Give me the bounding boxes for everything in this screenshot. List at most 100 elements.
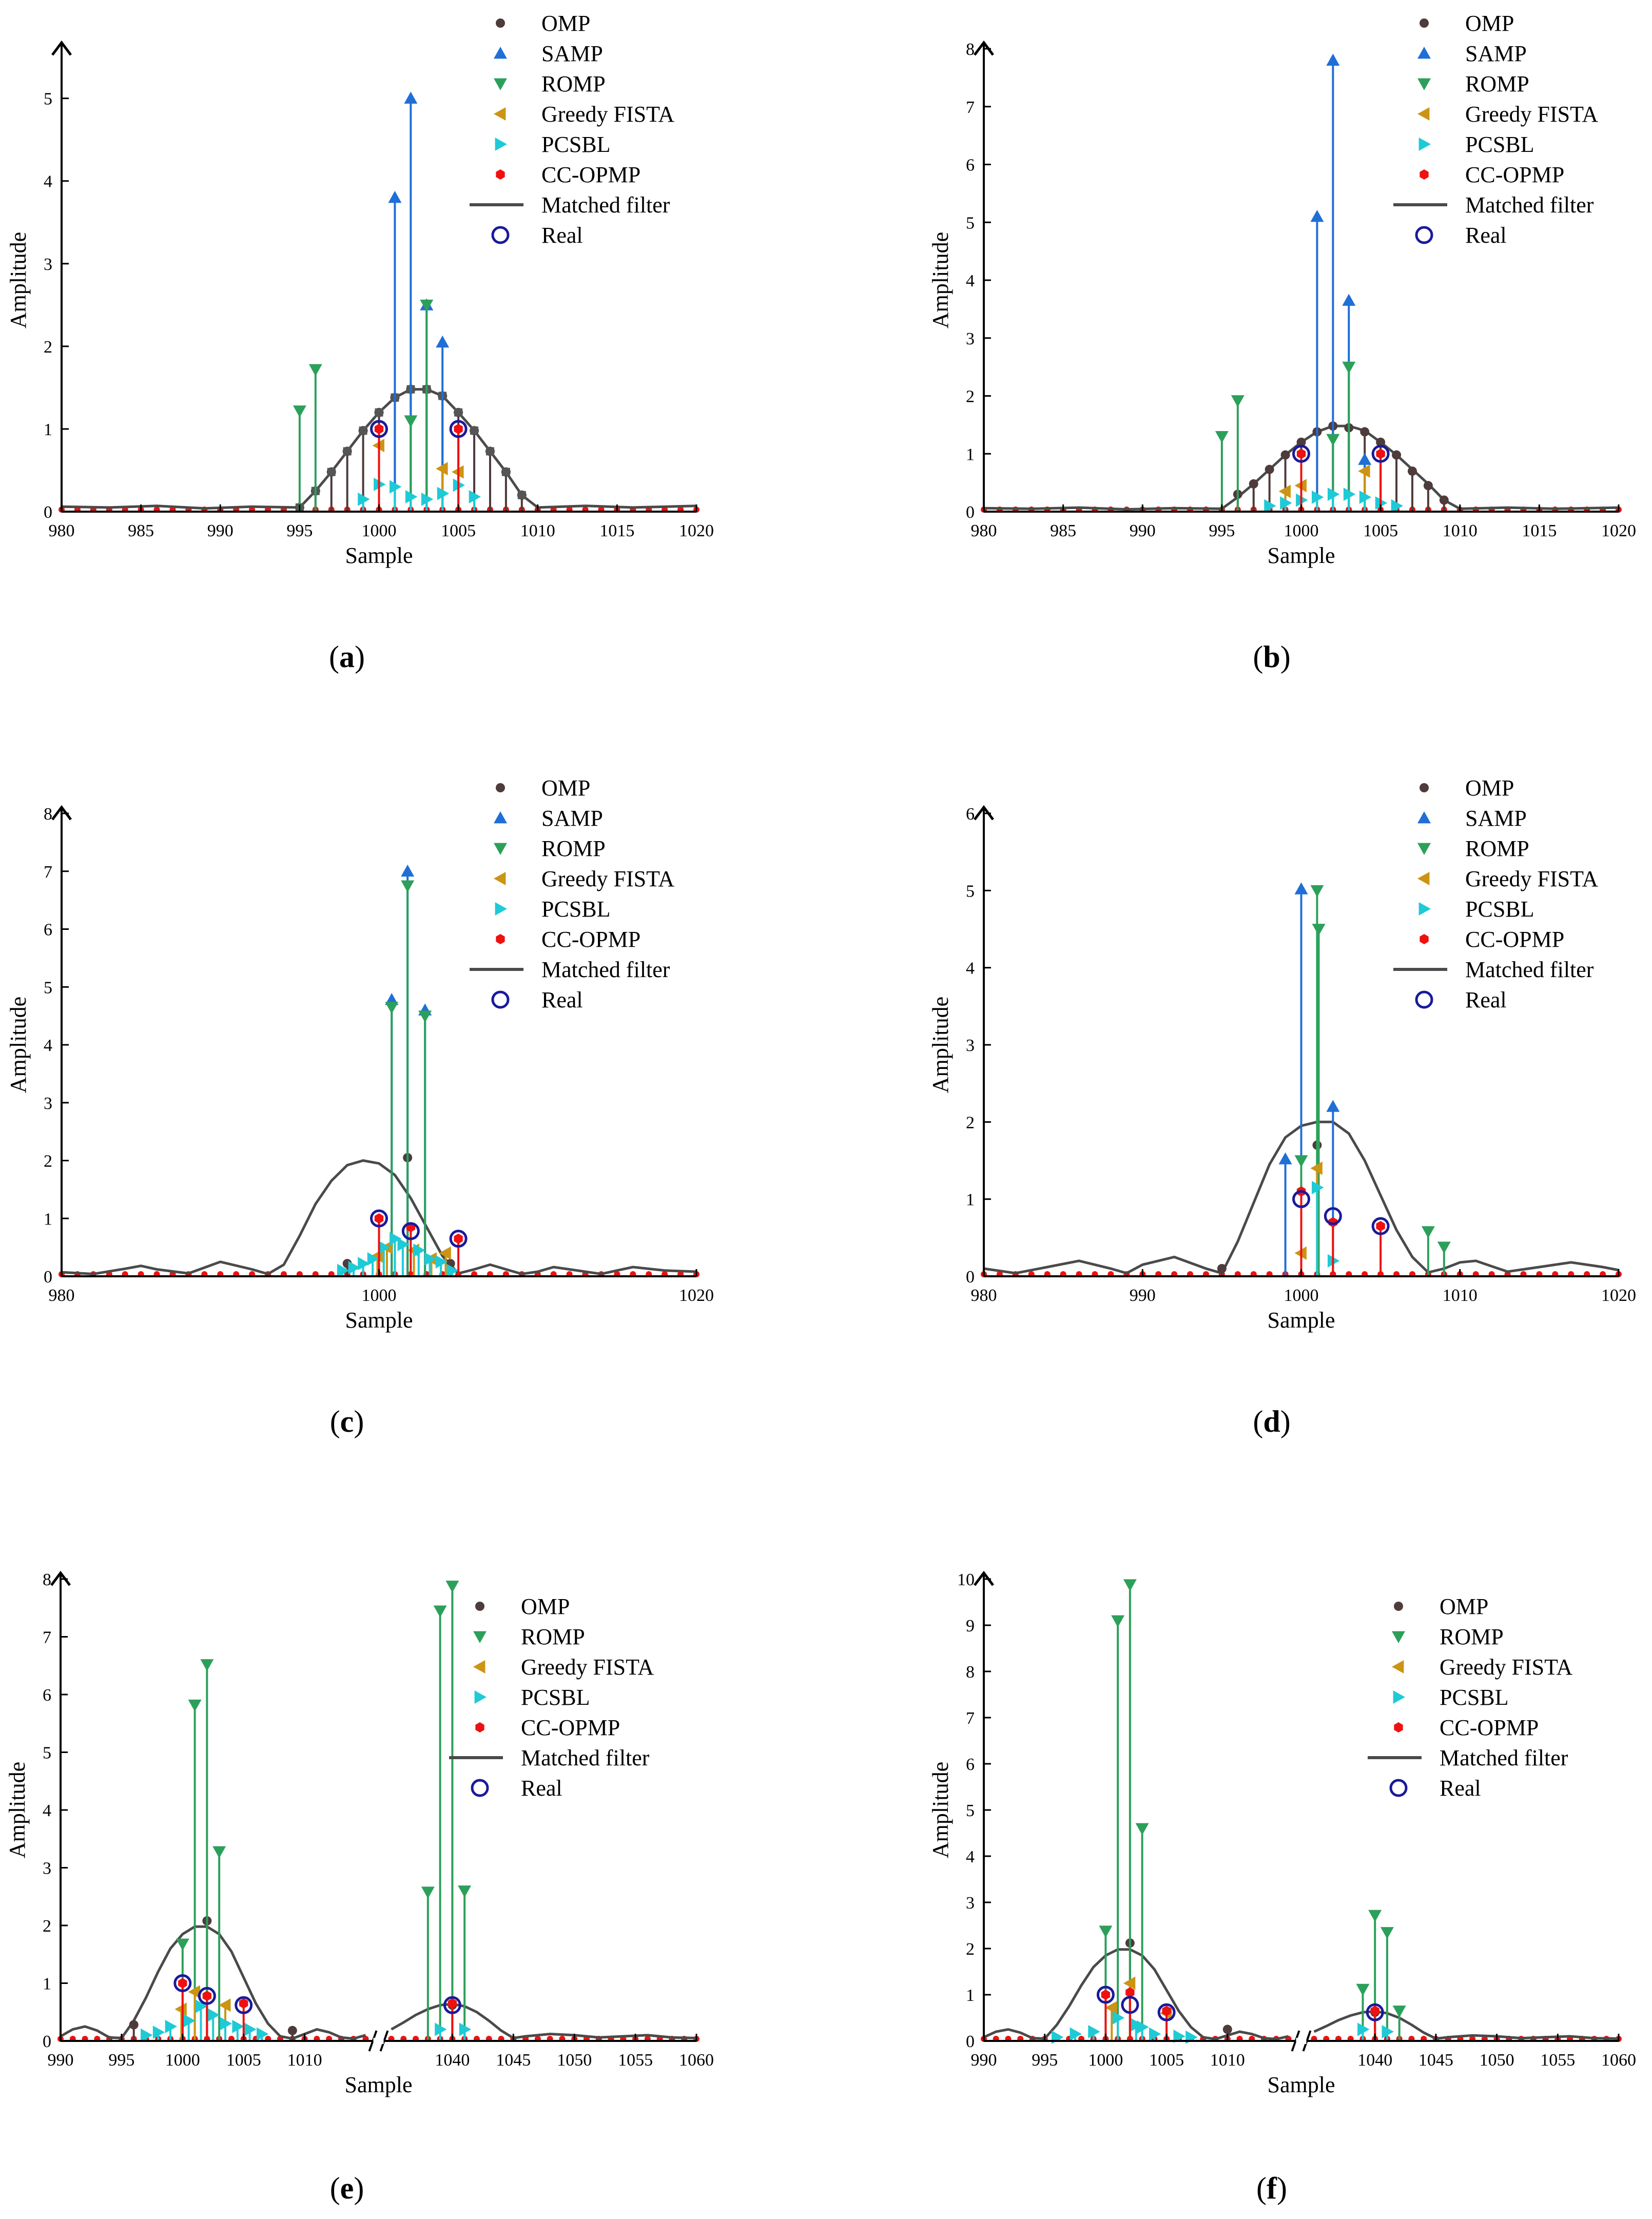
y-tick-label: 0 — [966, 503, 975, 522]
x-tick-label: 995 — [1032, 2051, 1058, 2070]
x-tick-label: 1045 — [1418, 2051, 1453, 2070]
x-tick-label: 1005 — [441, 521, 476, 540]
y-tick-label: 4 — [966, 271, 975, 290]
matched-filter-line — [61, 1159, 697, 1276]
y-tick-label: 7 — [44, 863, 52, 882]
y-axis-arrow-icon — [974, 805, 994, 821]
real-marker — [1371, 444, 1390, 463]
legend: OMP SAMP ROMP Greedy FISTA PCSBL CC-OPMP Match… — [470, 775, 674, 1013]
x-tick-label: 1040 — [435, 2051, 470, 2070]
panel-caption: (b) — [1253, 640, 1290, 674]
romp-marker — [1356, 1983, 1370, 1996]
real-marker — [370, 420, 388, 438]
x-tick-label: 990 — [48, 2051, 74, 2070]
x-tick-label: 995 — [1209, 521, 1235, 540]
cc-opmp-marker — [374, 423, 384, 434]
pcsbl-marker — [232, 2019, 244, 2033]
x-tick-label: 1060 — [1601, 2051, 1636, 2070]
romp-marker — [188, 1699, 202, 1712]
y-axis-label: Amplitude — [928, 232, 953, 328]
chart-panel-e: 0 1 2 3 4 5 6 7 8 990 995 1000 1005 1010 1040 1045 1050 1… — [5, 1570, 714, 2205]
pcsbl-marker — [1382, 2025, 1394, 2038]
y-tick-label: 4 — [966, 959, 975, 978]
y-tick-label: 6 — [44, 921, 52, 940]
legend-swatch-real — [471, 1779, 489, 1797]
x-tick-label: 1020 — [679, 1286, 714, 1305]
x-axis-label: Sample — [345, 2072, 413, 2097]
x-axis-label: Sample — [1268, 1308, 1335, 1333]
y-axis-label: Amplitude — [6, 232, 31, 328]
legend-label-matched-filter: Matched filter — [1465, 192, 1594, 218]
axis-break-gap — [1296, 2038, 1307, 2044]
legend-label-real: Real — [521, 1776, 562, 1801]
legend-label-romp: ROMP — [541, 71, 606, 96]
pcsbl-marker — [367, 1252, 380, 1266]
x-tick-label: 1000 — [362, 1286, 397, 1305]
legend-label-pcsbl: PCSBL — [541, 132, 611, 157]
y-tick-label: 3 — [44, 1094, 52, 1113]
legend-swatch-romp — [473, 1631, 487, 1643]
greedy-fista-marker — [188, 1985, 200, 1999]
matched-filter-line — [60, 1925, 366, 2040]
legend: OMP ROMP Greedy FISTA PCSBL CC-OPMP Matched f… — [449, 1594, 654, 1801]
romp-marker — [1392, 2006, 1406, 2018]
pcsbl-marker — [1112, 2011, 1125, 2025]
legend-swatch-real — [1415, 990, 1433, 1009]
legend-swatch-greedy-fista — [494, 107, 506, 121]
legend-label-matched-filter: Matched filter — [541, 192, 670, 218]
omp-marker — [1392, 450, 1402, 460]
x-tick-label: 1015 — [599, 521, 634, 540]
pcsbl-marker — [1070, 2027, 1082, 2041]
pcsbl-marker — [207, 2008, 220, 2022]
omp-marker — [287, 2026, 297, 2035]
matched-filter-sample-marker — [327, 468, 336, 476]
x-tick-label: 1020 — [1601, 521, 1636, 540]
cc-opmp-marker — [374, 1213, 384, 1224]
cc-opmp-marker — [202, 1991, 212, 2001]
x-tick-label: 1010 — [1443, 1286, 1478, 1305]
omp-marker — [1376, 437, 1386, 447]
samp-marker — [401, 864, 415, 877]
legend-swatch-omp — [1394, 1602, 1403, 1611]
legend-swatch-greedy-fista — [1417, 107, 1430, 121]
pcsbl-marker — [141, 2028, 153, 2042]
legend-swatch-pcsbl — [474, 1690, 487, 1704]
x-tick-label: 1020 — [679, 521, 714, 540]
romp-marker — [404, 415, 418, 427]
romp-marker — [420, 299, 434, 312]
legend-label-samp: SAMP — [1465, 41, 1527, 66]
legend-swatch-greedy-fista — [1392, 1660, 1404, 1673]
romp-marker — [1215, 431, 1229, 443]
legend-label-omp: OMP — [1465, 775, 1514, 801]
greedy-fista-marker — [219, 1998, 231, 2012]
y-tick-label: 4 — [966, 1847, 975, 1866]
y-tick-label: 2 — [43, 1917, 51, 1936]
legend-label-greedy-fista: Greedy FISTA — [1465, 866, 1598, 891]
matched-filter-sample-marker — [343, 447, 352, 456]
legend-swatch-omp — [1420, 783, 1429, 792]
y-tick-label: 1 — [43, 1975, 51, 1994]
matched-filter-sample-marker — [485, 447, 494, 456]
pcsbl-marker — [1088, 2025, 1100, 2038]
legend-label-omp: OMP — [1465, 11, 1514, 36]
y-tick-label: 2 — [966, 1940, 975, 1959]
samp-marker — [1310, 209, 1324, 222]
x-tick-label: 1050 — [1480, 2051, 1514, 2070]
legend-swatch-romp — [1417, 843, 1431, 855]
legend-swatch-romp — [494, 78, 507, 90]
legend-label-samp: SAMP — [541, 806, 603, 831]
samp-marker — [1358, 453, 1372, 465]
legend-label-pcsbl: PCSBL — [1465, 897, 1534, 922]
legend-swatch-pcsbl — [495, 902, 507, 916]
x-tick-label: 1015 — [1522, 521, 1557, 540]
legend-label-real: Real — [1465, 987, 1507, 1013]
matched-filter-sample-marker — [454, 408, 463, 417]
y-tick-label: 7 — [966, 98, 975, 117]
x-tick-label: 995 — [286, 521, 313, 540]
cc-opmp-marker — [178, 1978, 187, 1989]
pcsbl-marker — [1359, 490, 1372, 504]
real-marker — [198, 1987, 216, 2005]
panel-caption: (c) — [330, 1405, 364, 1438]
y-axis-arrow-icon — [51, 805, 72, 821]
y-tick-label: 8 — [966, 40, 975, 59]
